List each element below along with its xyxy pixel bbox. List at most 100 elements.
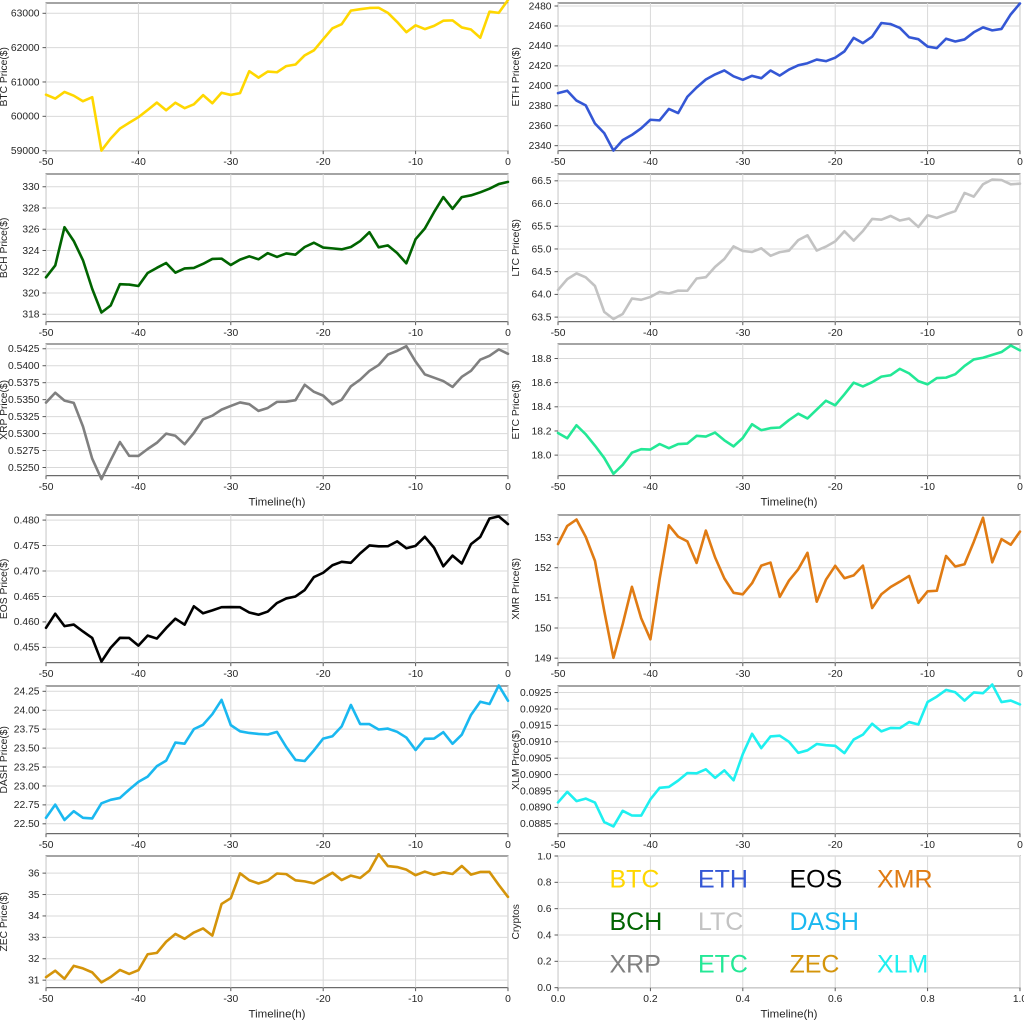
svg-text:0.0925: 0.0925 (520, 687, 552, 698)
svg-text:-10: -10 (408, 669, 423, 680)
svg-text:-40: -40 (131, 840, 146, 851)
svg-text:328: 328 (22, 203, 39, 214)
svg-text:0: 0 (505, 328, 511, 339)
svg-text:2400: 2400 (529, 81, 552, 92)
svg-text:0.0915: 0.0915 (520, 720, 552, 731)
svg-text:0.8: 0.8 (920, 994, 935, 1005)
svg-text:-20: -20 (828, 157, 843, 168)
svg-text:-20: -20 (828, 669, 843, 680)
svg-text:23.50: 23.50 (14, 743, 40, 754)
svg-text:-30: -30 (735, 157, 750, 168)
svg-text:35: 35 (28, 890, 40, 901)
svg-text:0.5300: 0.5300 (8, 429, 40, 440)
svg-text:ETH: ETH (698, 866, 748, 894)
svg-text:-40: -40 (131, 157, 146, 168)
svg-text:61000: 61000 (11, 77, 40, 88)
svg-text:-40: -40 (643, 669, 658, 680)
svg-text:0.0905: 0.0905 (520, 753, 552, 764)
svg-text:-10: -10 (408, 840, 423, 851)
svg-text:0.0920: 0.0920 (520, 704, 552, 715)
svg-text:-10: -10 (920, 669, 935, 680)
svg-text:1.0: 1.0 (537, 853, 552, 862)
svg-text:0.4: 0.4 (537, 931, 552, 942)
svg-text:60000: 60000 (11, 112, 40, 123)
svg-text:-20: -20 (316, 157, 331, 168)
svg-text:23.25: 23.25 (14, 762, 40, 773)
svg-text:-50: -50 (39, 669, 54, 680)
svg-text:ZEC Price($): ZEC Price($) (0, 892, 10, 951)
svg-text:-50: -50 (39, 328, 54, 339)
svg-text:151: 151 (534, 593, 551, 604)
svg-text:-30: -30 (223, 840, 238, 851)
svg-text:EOS: EOS (789, 866, 842, 894)
svg-text:-40: -40 (643, 840, 658, 851)
svg-text:-50: -50 (39, 482, 54, 493)
svg-text:-50: -50 (551, 157, 566, 168)
svg-text:0.6: 0.6 (828, 994, 843, 1005)
svg-text:23.00: 23.00 (14, 781, 40, 792)
svg-text:0.5250: 0.5250 (8, 463, 40, 474)
svg-text:2460: 2460 (529, 21, 552, 32)
svg-text:0.0890: 0.0890 (520, 802, 552, 813)
svg-text:EOS Price($): EOS Price($) (0, 559, 10, 620)
svg-text:65.0: 65.0 (532, 244, 552, 255)
svg-text:ETC Price($): ETC Price($) (512, 380, 522, 439)
svg-text:0.8: 0.8 (537, 878, 552, 889)
svg-text:23.75: 23.75 (14, 724, 40, 735)
svg-text:152: 152 (534, 563, 551, 574)
svg-text:36: 36 (28, 869, 40, 880)
svg-text:-40: -40 (643, 157, 658, 168)
svg-text:0.5425: 0.5425 (8, 344, 40, 355)
svg-text:0.455: 0.455 (14, 643, 40, 654)
svg-text:-40: -40 (643, 482, 658, 493)
svg-text:DASH: DASH (789, 908, 858, 936)
svg-text:0.4: 0.4 (736, 994, 751, 1005)
svg-text:2360: 2360 (529, 121, 552, 132)
svg-text:326: 326 (22, 224, 39, 235)
svg-text:0.0900: 0.0900 (520, 770, 552, 781)
svg-text:18.4: 18.4 (532, 402, 552, 413)
svg-text:0: 0 (1017, 840, 1023, 851)
svg-text:0: 0 (505, 482, 511, 493)
svg-text:-30: -30 (735, 669, 750, 680)
svg-text:0: 0 (505, 840, 511, 851)
svg-text:ETC: ETC (698, 951, 748, 979)
svg-text:0.6: 0.6 (537, 904, 552, 915)
svg-text:18.0: 18.0 (532, 451, 552, 462)
svg-text:-40: -40 (131, 669, 146, 680)
svg-text:LTC Price($): LTC Price($) (512, 219, 522, 277)
svg-text:Timeline(h): Timeline(h) (760, 497, 817, 509)
svg-text:-20: -20 (828, 840, 843, 851)
svg-text:Timeline(h): Timeline(h) (248, 1009, 305, 1021)
svg-text:ZEC: ZEC (789, 951, 839, 979)
svg-text:-20: -20 (316, 669, 331, 680)
svg-text:0.5350: 0.5350 (8, 395, 40, 406)
svg-text:0.2: 0.2 (537, 957, 552, 968)
svg-text:0.0: 0.0 (537, 983, 552, 994)
svg-text:Cryptos: Cryptos (512, 904, 522, 939)
svg-text:64.5: 64.5 (532, 267, 552, 278)
svg-text:BCH: BCH (610, 908, 663, 936)
svg-text:0.480: 0.480 (14, 515, 40, 526)
svg-text:322: 322 (22, 267, 39, 278)
svg-text:XLM: XLM (877, 951, 928, 979)
svg-text:18.6: 18.6 (532, 378, 552, 389)
svg-text:-40: -40 (131, 994, 146, 1005)
svg-text:0: 0 (505, 994, 511, 1005)
svg-text:-50: -50 (551, 328, 566, 339)
svg-text:0.0895: 0.0895 (520, 786, 552, 797)
svg-text:0.2: 0.2 (643, 994, 658, 1005)
svg-text:-30: -30 (735, 482, 750, 493)
svg-text:-50: -50 (551, 482, 566, 493)
svg-text:-50: -50 (39, 840, 54, 851)
svg-text:24.00: 24.00 (14, 705, 40, 716)
svg-text:-10: -10 (920, 482, 935, 493)
svg-text:0.5275: 0.5275 (8, 446, 40, 457)
svg-text:BTC: BTC (610, 866, 660, 894)
svg-text:66.5: 66.5 (532, 176, 552, 187)
svg-text:-20: -20 (316, 482, 331, 493)
svg-text:149: 149 (534, 653, 551, 664)
svg-text:59000: 59000 (11, 146, 40, 157)
svg-text:DASH Price($): DASH Price($) (0, 726, 10, 793)
svg-text:2440: 2440 (529, 41, 552, 52)
